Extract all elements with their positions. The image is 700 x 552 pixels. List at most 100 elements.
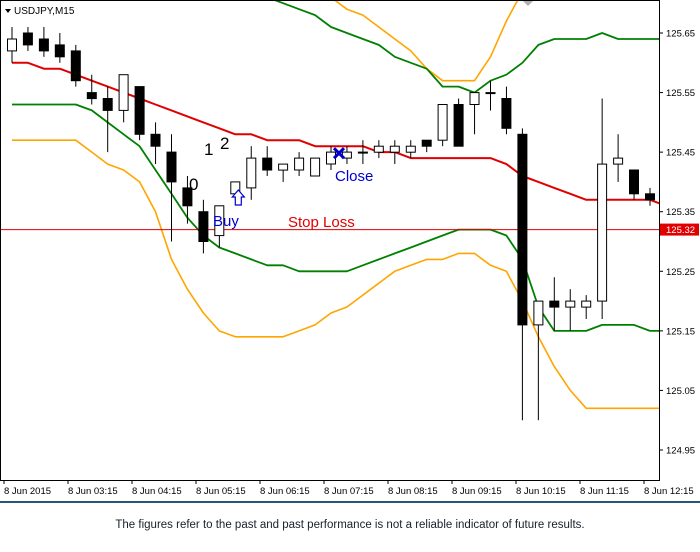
buy-label: Buy bbox=[213, 213, 239, 230]
candle bbox=[262, 146, 273, 176]
buy-arrow-icon bbox=[230, 189, 246, 206]
candle bbox=[86, 74, 97, 105]
bar-count-1: 1 bbox=[204, 140, 213, 159]
candle bbox=[373, 140, 384, 159]
candle bbox=[405, 140, 416, 159]
time-axis: 8 Jun 2015 8 Jun 03:15 8 Jun 04:15 8 Jun 05… bbox=[3, 480, 694, 497]
time-tick-label: 8 Jun 2015 bbox=[4, 486, 51, 497]
candle bbox=[310, 157, 321, 177]
candle bbox=[198, 199, 209, 254]
candle-body bbox=[485, 92, 496, 95]
band-lower-outer-line bbox=[12, 139, 659, 410]
candle-body bbox=[645, 193, 655, 201]
chart-frame bbox=[0, 0, 660, 481]
candle-body bbox=[501, 98, 512, 129]
time-tick-label: 8 Jun 03:15 bbox=[68, 486, 118, 497]
band-lower-inner-line bbox=[12, 103, 659, 332]
bar-count-0: 0 bbox=[189, 175, 198, 194]
candle bbox=[597, 98, 608, 319]
candle-body bbox=[565, 300, 576, 308]
price-tick-label: 125.35 bbox=[666, 207, 695, 218]
candle-body bbox=[597, 163, 608, 302]
time-tick-label: 8 Jun 08:15 bbox=[388, 486, 438, 497]
candle-body bbox=[198, 211, 209, 242]
candle bbox=[278, 163, 289, 182]
candle-body bbox=[150, 133, 161, 147]
close-label: Close bbox=[335, 168, 373, 185]
time-tick-label: 8 Jun 07:15 bbox=[324, 486, 374, 497]
trade-annotations: 01 2 Buy Close Stop Loss bbox=[189, 134, 373, 231]
candle-body bbox=[613, 157, 624, 165]
price-tick-label: 125.55 bbox=[666, 88, 695, 99]
candle bbox=[22, 27, 33, 51]
candle-body bbox=[453, 104, 464, 147]
candle bbox=[581, 295, 592, 319]
candle bbox=[517, 128, 528, 421]
candle-body bbox=[517, 133, 528, 326]
candle bbox=[549, 277, 560, 331]
candle-body bbox=[405, 145, 416, 153]
candle-body bbox=[118, 74, 129, 111]
candle-body bbox=[102, 98, 113, 111]
candle bbox=[469, 92, 480, 135]
candle-body bbox=[294, 157, 305, 171]
price-tick-label: 124.95 bbox=[666, 446, 695, 457]
band-upper-inner-line bbox=[274, 1, 659, 94]
price-axis: 125.65 125.55 125.45 125.35 125.25 125.15 125.… bbox=[659, 29, 699, 457]
candle-body bbox=[262, 157, 273, 171]
candle-body bbox=[389, 145, 400, 153]
candles bbox=[7, 27, 655, 421]
candle-body bbox=[22, 32, 33, 46]
price-tick-label: 125.45 bbox=[666, 148, 695, 159]
candle-body bbox=[421, 139, 432, 147]
candle-body bbox=[581, 300, 592, 308]
candle bbox=[357, 140, 368, 165]
candle-body bbox=[134, 86, 145, 135]
time-tick-label: 8 Jun 05:15 bbox=[196, 486, 246, 497]
candle bbox=[118, 74, 129, 123]
close-cross-icon bbox=[332, 147, 346, 160]
candle-body bbox=[373, 145, 384, 153]
candle-body bbox=[7, 38, 17, 52]
time-tick-label: 8 Jun 12:15 bbox=[644, 486, 694, 497]
current-price-badge bbox=[660, 223, 699, 236]
candle bbox=[294, 152, 305, 176]
candle-body bbox=[533, 300, 544, 326]
candle-body bbox=[246, 157, 257, 189]
time-tick-label: 8 Jun 04:15 bbox=[132, 486, 182, 497]
candle-body bbox=[86, 92, 97, 100]
time-tick-label: 8 Jun 09:15 bbox=[452, 486, 502, 497]
candle bbox=[54, 33, 65, 63]
candle bbox=[645, 187, 655, 206]
candle-body bbox=[70, 50, 81, 82]
price-tick-label: 125.25 bbox=[666, 267, 695, 278]
candle bbox=[102, 86, 113, 153]
footer-separator bbox=[0, 501, 700, 503]
chart-shift-icon[interactable] bbox=[523, 1, 533, 6]
candle bbox=[501, 86, 512, 135]
candle bbox=[421, 139, 432, 153]
window-menu-icon[interactable] bbox=[5, 9, 11, 13]
candle bbox=[150, 122, 161, 165]
disclaimer-text: The figures refer to the past and past p… bbox=[115, 519, 585, 531]
candle bbox=[182, 175, 193, 224]
price-tick-label: 125.65 bbox=[666, 29, 695, 40]
candle bbox=[453, 98, 464, 147]
candle bbox=[246, 146, 257, 200]
candle-body bbox=[357, 151, 368, 154]
candle-body bbox=[166, 151, 177, 183]
candle bbox=[565, 289, 576, 331]
candle-body bbox=[38, 38, 49, 52]
stop-loss-label: Stop Loss bbox=[288, 214, 355, 231]
price-tick-label: 125.15 bbox=[666, 326, 695, 337]
candle-body bbox=[629, 169, 639, 195]
candle-body bbox=[549, 300, 560, 308]
candle bbox=[38, 27, 49, 57]
time-tick-label: 8 Jun 10:15 bbox=[516, 486, 566, 497]
candle-body bbox=[54, 44, 65, 58]
window-title: USDJPY,M15 bbox=[14, 6, 75, 17]
candle-body bbox=[278, 163, 289, 171]
candle-body bbox=[310, 157, 321, 177]
band-upper-outer-line bbox=[334, 1, 519, 82]
